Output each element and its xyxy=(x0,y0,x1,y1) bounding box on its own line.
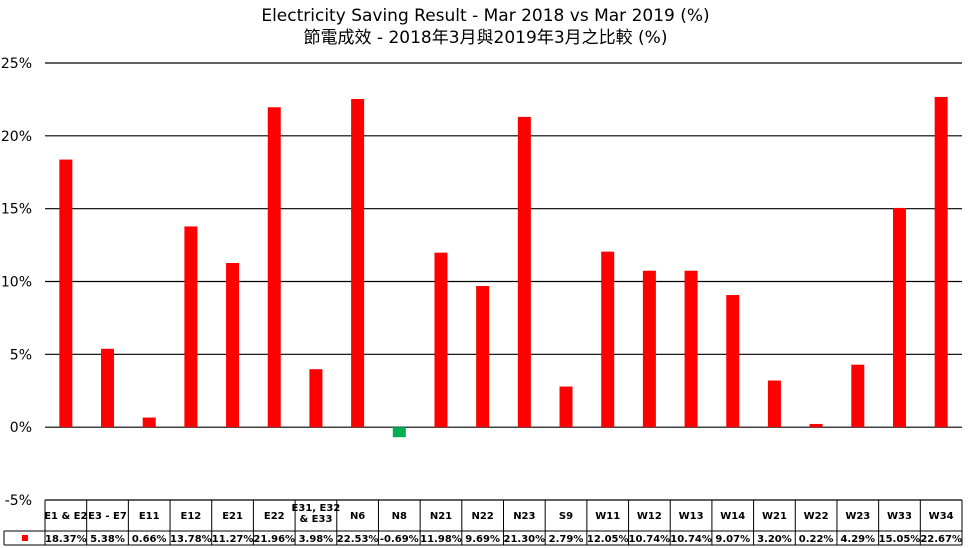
category-label: E21 xyxy=(222,511,243,522)
bar xyxy=(392,427,406,438)
bar xyxy=(309,369,323,428)
category-label: E12 xyxy=(181,511,202,522)
category-label: W34 xyxy=(929,511,954,522)
category-label: W33 xyxy=(887,511,912,522)
bar xyxy=(101,348,115,428)
bar xyxy=(726,295,740,428)
category-label: W21 xyxy=(762,511,787,522)
bar xyxy=(642,270,656,428)
value-label: 3.20% xyxy=(757,534,792,545)
y-tick-label: 5% xyxy=(10,347,32,363)
value-label: 0.22% xyxy=(799,534,834,545)
value-label: 12.05% xyxy=(587,534,629,545)
category-label: E31, E32 xyxy=(292,503,341,514)
bar xyxy=(684,270,698,428)
y-tick-label: 20% xyxy=(1,129,32,145)
value-label: -0.69% xyxy=(380,534,419,545)
value-label: 9.07% xyxy=(715,534,750,545)
value-label: 2.79% xyxy=(549,534,584,545)
value-label: 21.30% xyxy=(504,534,546,545)
category-label: W12 xyxy=(637,511,662,522)
chart-subtitle: 節電成效 - 2018年3月與2019年3月之比較 (%) xyxy=(303,28,668,48)
value-label: 21.96% xyxy=(253,534,295,545)
bar xyxy=(59,159,73,428)
y-tick-label: 10% xyxy=(1,275,32,291)
category-label: & E33 xyxy=(299,514,332,525)
bar xyxy=(809,423,823,428)
value-label: 3.98% xyxy=(299,534,334,545)
value-label: 22.53% xyxy=(337,534,379,545)
y-tick-label: 25% xyxy=(1,56,32,72)
category-label: E11 xyxy=(139,511,160,522)
bar xyxy=(517,116,531,428)
bar xyxy=(851,364,865,428)
bar xyxy=(892,207,906,428)
value-label: 0.66% xyxy=(132,534,167,545)
value-label: 11.27% xyxy=(212,534,254,545)
category-label: E22 xyxy=(264,511,285,522)
value-label: 13.78% xyxy=(170,534,212,545)
category-label: E1 & E2 xyxy=(44,511,87,522)
bar xyxy=(226,263,240,428)
value-label: 10.74% xyxy=(670,534,712,545)
category-label: W13 xyxy=(679,511,704,522)
bar xyxy=(434,252,448,428)
category-label: N8 xyxy=(392,511,407,522)
category-label: S9 xyxy=(559,511,573,522)
bar xyxy=(934,96,948,428)
chart-title: Electricity Saving Result - Mar 2018 vs … xyxy=(261,6,710,26)
bar xyxy=(559,386,573,428)
category-label: E3 - E7 xyxy=(88,511,127,522)
category-label: W14 xyxy=(720,511,745,522)
y-tick-label: 0% xyxy=(10,420,32,436)
category-label: N22 xyxy=(472,511,494,522)
value-label: 10.74% xyxy=(629,534,671,545)
y-tick-label: 15% xyxy=(1,202,32,218)
value-label: 15.05% xyxy=(879,534,921,545)
bar xyxy=(142,417,156,428)
bar xyxy=(767,380,781,428)
category-label: W11 xyxy=(595,511,620,522)
value-label: 9.69% xyxy=(465,534,500,545)
value-label: 22.67% xyxy=(920,534,962,545)
legend-key xyxy=(22,535,28,541)
value-label: 18.37% xyxy=(45,534,87,545)
value-label: 5.38% xyxy=(90,534,125,545)
bar xyxy=(184,226,198,428)
category-label: N6 xyxy=(350,511,365,522)
category-label: W23 xyxy=(845,511,870,522)
value-label: 4.29% xyxy=(840,534,875,545)
y-tick-label: -5% xyxy=(5,493,32,509)
category-label: W22 xyxy=(804,511,829,522)
category-label: N23 xyxy=(513,511,535,522)
value-label: 11.98% xyxy=(420,534,462,545)
category-label: N21 xyxy=(430,511,452,522)
bar xyxy=(267,107,281,428)
bar xyxy=(476,286,490,428)
bar xyxy=(351,98,365,428)
bar xyxy=(601,251,615,428)
